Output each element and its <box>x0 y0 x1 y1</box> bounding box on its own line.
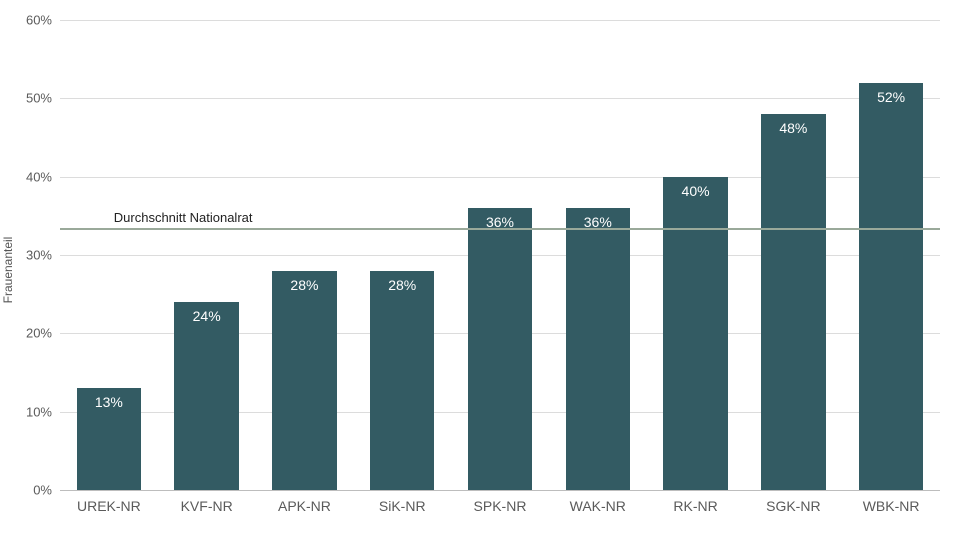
bar: 13% <box>77 388 142 490</box>
y-tick-label: 10% <box>10 404 60 419</box>
bar: 36% <box>468 208 533 490</box>
bar-chart: Frauenanteil 0%10%20%30%40%50%60%13%UREK… <box>0 0 960 540</box>
y-tick-label: 20% <box>10 326 60 341</box>
y-tick-label: 50% <box>10 91 60 106</box>
bar-value-label: 28% <box>272 277 337 293</box>
bar-value-label: 28% <box>370 277 435 293</box>
bar: 28% <box>272 271 337 490</box>
bar: 36% <box>566 208 631 490</box>
y-tick-label: 60% <box>10 13 60 28</box>
x-tick-label: SPK-NR <box>451 490 549 514</box>
x-tick-label: APK-NR <box>256 490 354 514</box>
x-tick-label: SGK-NR <box>744 490 842 514</box>
bar-value-label: 52% <box>859 89 924 105</box>
y-tick-label: 0% <box>10 483 60 498</box>
x-tick-label: KVF-NR <box>158 490 256 514</box>
gridline <box>60 98 940 99</box>
reference-line <box>60 228 940 230</box>
y-tick-label: 30% <box>10 248 60 263</box>
x-tick-label: WAK-NR <box>549 490 647 514</box>
bar-value-label: 24% <box>174 308 239 324</box>
bar: 40% <box>663 177 728 490</box>
x-tick-label: SiK-NR <box>353 490 451 514</box>
x-tick-label: RK-NR <box>647 490 745 514</box>
bar-value-label: 48% <box>761 120 826 136</box>
gridline <box>60 20 940 21</box>
reference-line-label: Durchschnitt Nationalrat <box>114 210 253 225</box>
bar-value-label: 40% <box>663 183 728 199</box>
plot-area: 0%10%20%30%40%50%60%13%UREK-NR24%KVF-NR2… <box>60 20 940 490</box>
bar: 48% <box>761 114 826 490</box>
bar: 24% <box>174 302 239 490</box>
x-tick-label: WBK-NR <box>842 490 940 514</box>
x-tick-label: UREK-NR <box>60 490 158 514</box>
y-tick-label: 40% <box>10 169 60 184</box>
bar: 28% <box>370 271 435 490</box>
bar-value-label: 13% <box>77 394 142 410</box>
bar: 52% <box>859 83 924 490</box>
